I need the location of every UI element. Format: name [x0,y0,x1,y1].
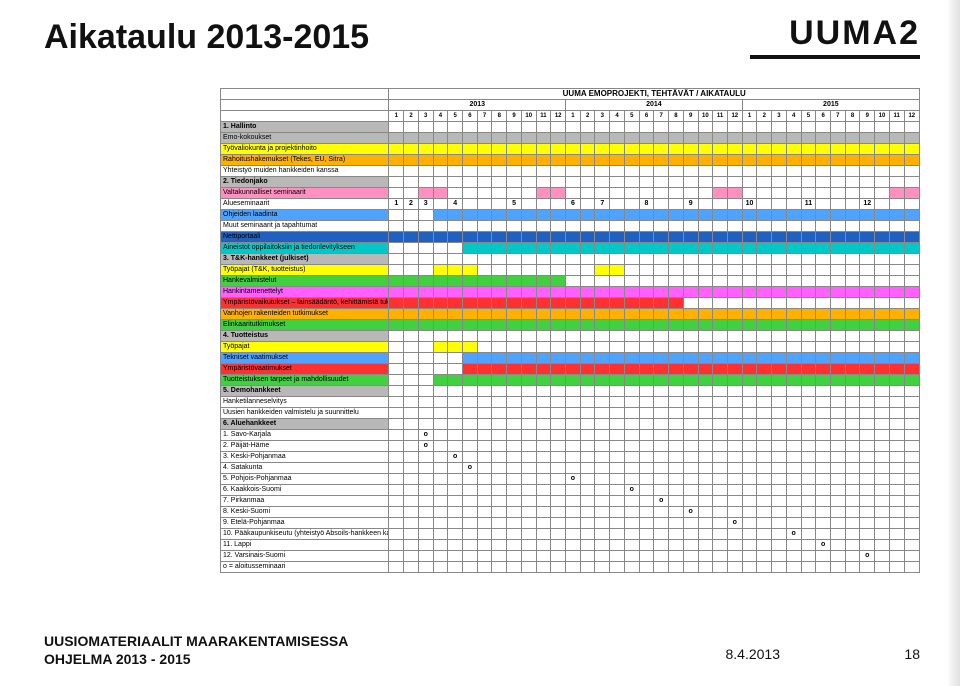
logo-text: UUMA2 [750,14,920,53]
gantt-table: UUMA EMOPROJEKTI, TEHTÄVÄT / AIKATAULU20… [220,88,920,573]
footer-line1: UUSIOMATERIAALIT MAARAKENTAMISESSA [44,632,348,650]
page-number: 18 [904,646,920,662]
date: 8.4.2013 [726,646,781,662]
footer-line2: OHJELMA 2013 - 2015 [44,650,348,668]
logo: UUMA2 [750,14,920,59]
logo-underline [750,55,920,59]
footer: UUSIOMATERIAALIT MAARAKENTAMISESSA OHJEL… [44,632,348,668]
slide-shadow [946,0,960,686]
page-title: Aikataulu 2013-2015 [44,18,369,57]
